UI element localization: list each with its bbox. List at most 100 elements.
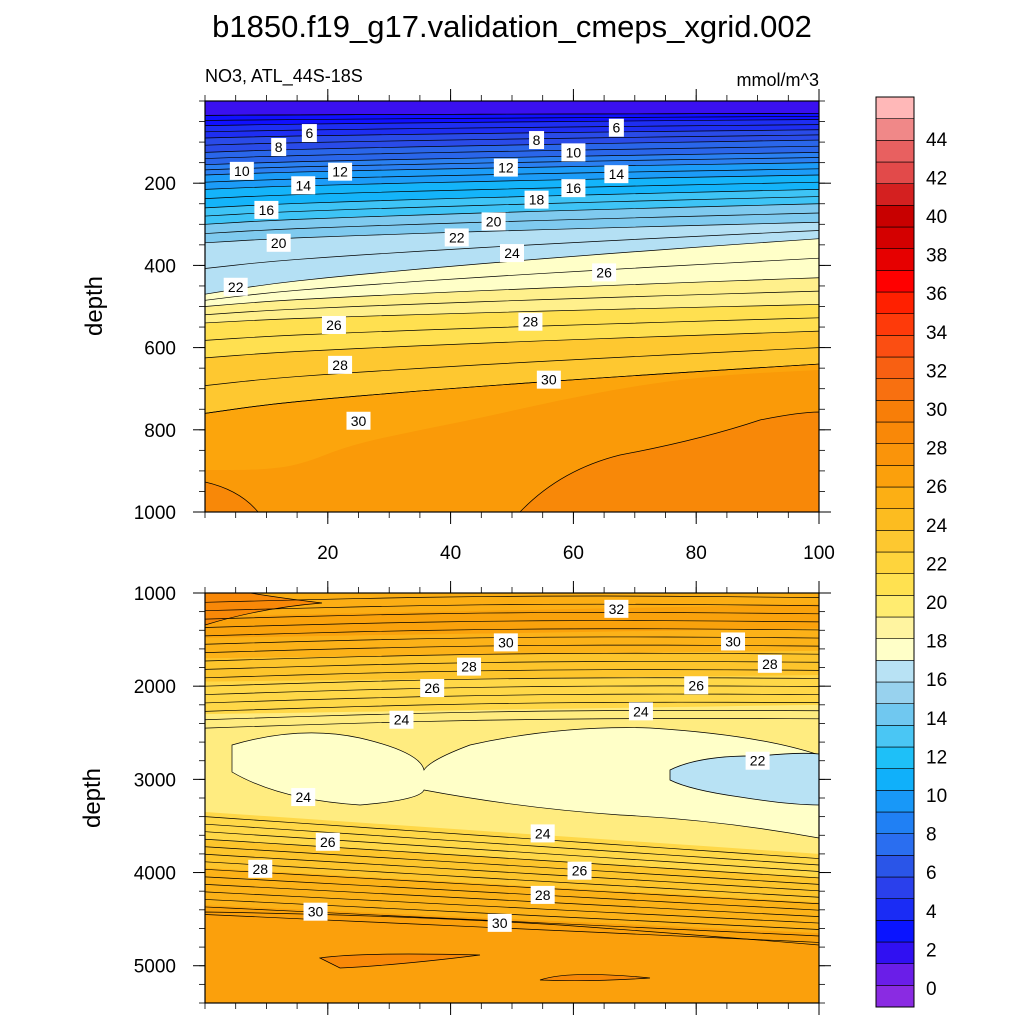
colorbar-swatch bbox=[875, 118, 915, 141]
colorbar-swatch bbox=[875, 746, 915, 769]
colorbar-swatch bbox=[875, 681, 915, 704]
colorbar-label: 42 bbox=[926, 168, 947, 189]
upper-y-axis-label: depth bbox=[81, 276, 108, 336]
lower-contour-label: 26 bbox=[572, 863, 588, 879]
upper-contour-label-box bbox=[493, 158, 518, 177]
chart-subtitle-left: NO3, ATL_44S-18S bbox=[205, 66, 363, 87]
upper-contour-label: 22 bbox=[449, 229, 465, 245]
upper-contour-label: 6 bbox=[612, 120, 620, 136]
colorbar-swatch bbox=[875, 595, 915, 618]
upper-contour-line bbox=[205, 152, 819, 166]
lower-contour-line bbox=[205, 612, 819, 620]
colorbar-swatch bbox=[875, 205, 915, 228]
upper-contour-label: 12 bbox=[498, 160, 514, 176]
upper-contour-label-box bbox=[229, 161, 254, 180]
colorbar-swatch bbox=[875, 768, 915, 791]
lower-contour-label: 28 bbox=[252, 861, 268, 877]
lower-contour-line bbox=[205, 669, 819, 679]
colorbar-swatch bbox=[875, 400, 915, 423]
colorbar-swatch bbox=[875, 725, 915, 748]
colorbar-swatch bbox=[875, 573, 915, 596]
upper-fill-32 bbox=[519, 411, 819, 512]
upper-contour-label: 28 bbox=[523, 314, 539, 330]
colorbar-swatch bbox=[875, 161, 915, 184]
upper-contour-label-box bbox=[444, 228, 469, 247]
upper-contour-label-box bbox=[529, 131, 545, 150]
lower-contour-label: 22 bbox=[750, 753, 766, 769]
lower-contour-label: 28 bbox=[762, 656, 778, 672]
upper-contour-label-box bbox=[524, 190, 549, 209]
colorbar-swatch bbox=[875, 833, 915, 856]
lower-contour-line bbox=[205, 914, 819, 943]
lower-contour-label: 24 bbox=[295, 789, 311, 805]
upper-contour-line bbox=[205, 181, 819, 199]
upper-contour-label-box bbox=[291, 176, 316, 195]
colorbar-swatch bbox=[875, 876, 915, 899]
colorbar-swatch bbox=[875, 638, 915, 661]
colorbar-swatch bbox=[875, 898, 915, 921]
upper-contour-label: 26 bbox=[596, 264, 612, 280]
lower-fill-32-blob bbox=[318, 953, 481, 969]
lower-y-tick-label: 1000 bbox=[134, 584, 176, 605]
colorbar-swatch bbox=[875, 790, 915, 813]
colorbar-swatch bbox=[875, 291, 915, 314]
colorbar-label: 22 bbox=[926, 554, 947, 575]
colorbar-swatch bbox=[875, 248, 915, 271]
upper-contour-label-box bbox=[536, 370, 561, 389]
lower-contour-label-box bbox=[567, 861, 592, 880]
upper-contour-label: 30 bbox=[541, 372, 557, 388]
lower-fill-deep bbox=[205, 911, 819, 1003]
colorbar-swatch bbox=[875, 96, 915, 119]
upper-contour-label: 20 bbox=[271, 235, 287, 251]
upper-contour-label: 8 bbox=[275, 139, 283, 155]
upper-contour-label: 20 bbox=[486, 213, 502, 229]
upper-x-tick-label: 80 bbox=[686, 543, 707, 564]
colorbar-swatch bbox=[875, 703, 915, 726]
lower-contour-label-box bbox=[530, 824, 555, 843]
colorbar-label: 40 bbox=[926, 207, 947, 228]
lower-contour-label-box bbox=[757, 654, 782, 673]
lower-contour-line bbox=[205, 644, 819, 653]
colorbar-label: 26 bbox=[926, 477, 947, 498]
lower-contour-label-box bbox=[248, 859, 273, 878]
lower-contour-label-box bbox=[315, 832, 340, 851]
colorbar-label: 6 bbox=[926, 863, 937, 884]
colorbar-swatch bbox=[875, 270, 915, 293]
colorbar-label: 34 bbox=[926, 323, 948, 344]
colorbar-swatch bbox=[875, 508, 915, 531]
upper-x-tick-label: 40 bbox=[440, 543, 461, 564]
colorbar-swatch bbox=[875, 963, 915, 986]
upper-contour-label: 16 bbox=[259, 202, 275, 218]
lower-contour-line bbox=[205, 899, 819, 930]
lower-contour-label-box bbox=[530, 885, 555, 904]
lower-contour-label: 30 bbox=[308, 904, 324, 920]
upper-contour-label-box bbox=[271, 138, 287, 157]
upper-contour-label: 28 bbox=[332, 357, 348, 373]
colorbar-swatch bbox=[875, 378, 915, 401]
lower-y-tick-label: 3000 bbox=[134, 770, 176, 791]
colorbar-swatch bbox=[875, 226, 915, 249]
upper-fill-2 bbox=[205, 101, 819, 116]
lower-axes: 1000 2000 3000 4000 5000 bbox=[134, 581, 831, 1015]
lower-contour-line bbox=[205, 853, 819, 892]
upper-contour-label-box bbox=[301, 124, 317, 143]
lower-contour-line bbox=[205, 710, 819, 721]
lower-contour-label: 24 bbox=[633, 703, 649, 719]
colorbar-label: 2 bbox=[926, 940, 937, 961]
upper-contour-label: 14 bbox=[609, 166, 625, 182]
upper-contour-label-box bbox=[254, 200, 279, 219]
colorbar-swatch bbox=[875, 616, 915, 639]
lower-contour-line bbox=[205, 846, 819, 885]
upper-contour-line bbox=[205, 277, 819, 307]
upper-contour-line bbox=[205, 157, 819, 171]
colorbar-frame bbox=[875, 96, 915, 1008]
lower-contour-line bbox=[205, 861, 819, 898]
colorbar-swatch bbox=[875, 486, 915, 509]
upper-contour-line bbox=[205, 304, 819, 324]
colorbar-swatch bbox=[875, 335, 915, 358]
lower-contour-label-box bbox=[721, 632, 746, 651]
upper-contour-line bbox=[205, 196, 819, 217]
lower-fill-22 bbox=[231, 727, 819, 839]
upper-contour-label: 26 bbox=[326, 317, 342, 333]
lower-contour-label-box bbox=[420, 679, 445, 698]
